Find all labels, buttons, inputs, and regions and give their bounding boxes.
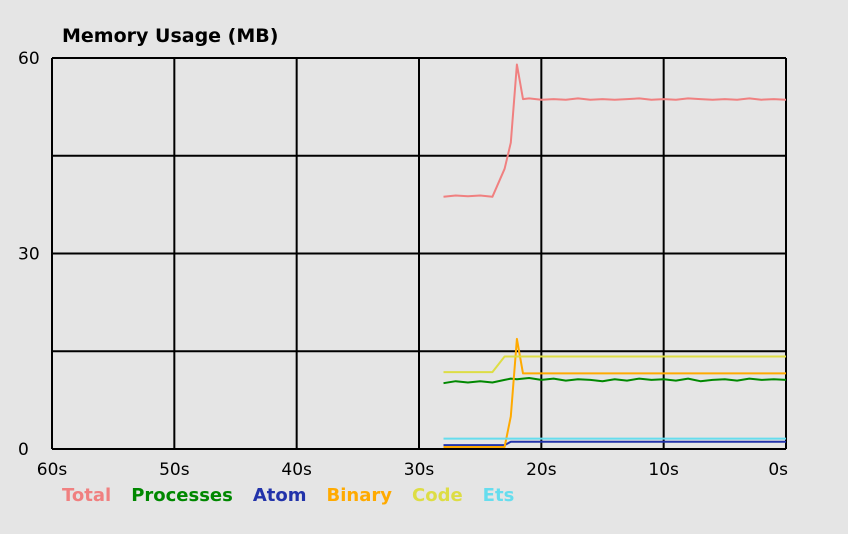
series-line-code — [443, 355, 786, 374]
x-tick-label: 40s — [281, 460, 312, 480]
legend: Total Processes Atom Binary Code Ets — [62, 485, 514, 506]
x-tick-label: 50s — [159, 460, 190, 480]
x-tick-label: 20s — [526, 460, 557, 480]
series-line-total — [443, 63, 787, 198]
series-layer — [443, 63, 787, 448]
legend-item-atom: Atom — [253, 485, 307, 506]
x-tick-label: 10s — [648, 460, 679, 480]
series-line-atom — [443, 440, 786, 447]
series-line-binary — [443, 337, 786, 448]
legend-item-ets: Ets — [483, 485, 515, 506]
chart-title: Memory Usage (MB) — [62, 25, 278, 47]
x-axis-ticks: 60s 50s 40s 30s 20s 10s 0s — [37, 460, 788, 480]
series-line-processes — [443, 377, 787, 385]
y-axis-ticks: 60 30 0 — [18, 49, 40, 460]
legend-item-processes: Processes — [131, 485, 233, 506]
legend-item-code: Code — [412, 485, 463, 506]
y-tick-label: 0 — [18, 440, 29, 460]
legend-item-binary: Binary — [327, 485, 393, 506]
grid — [51, 57, 787, 450]
x-tick-label: 30s — [404, 460, 435, 480]
legend-item-total: Total — [62, 485, 111, 506]
x-tick-label: 60s — [37, 460, 68, 480]
x-tick-label: 0s — [768, 460, 788, 480]
y-tick-label: 60 — [18, 49, 40, 69]
y-tick-label: 30 — [18, 245, 40, 265]
